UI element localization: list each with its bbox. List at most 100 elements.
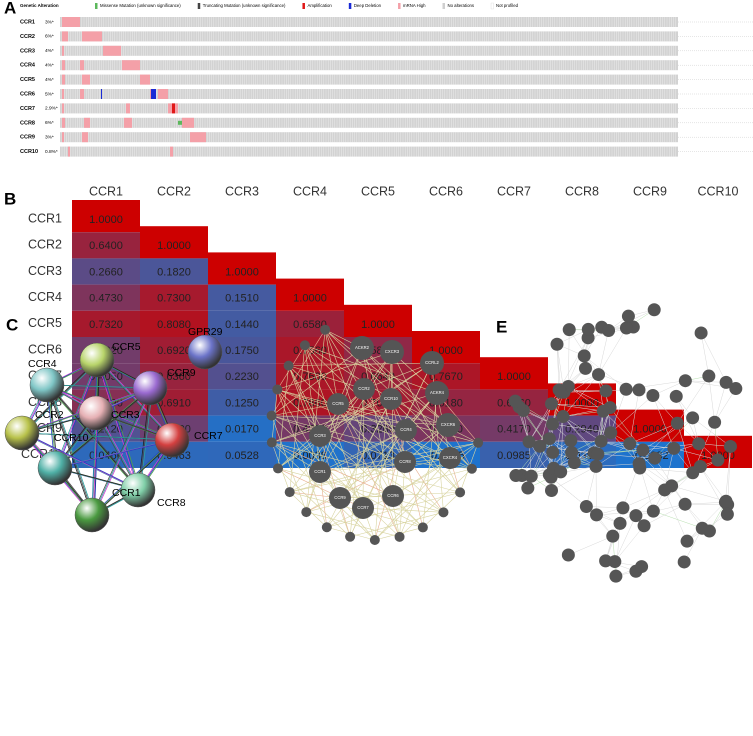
edge — [391, 351, 394, 497]
percent-label: 6%* — [45, 120, 54, 126]
gene-node — [353, 378, 375, 400]
legend-label: mRNA High — [403, 3, 426, 8]
edge — [319, 457, 451, 473]
node — [619, 321, 633, 335]
node — [509, 469, 523, 483]
cell-value: 0.1250 — [225, 397, 259, 409]
cell-value: 0.2230 — [225, 371, 259, 383]
edge — [399, 468, 473, 538]
edge — [288, 365, 321, 437]
node — [636, 443, 650, 457]
panel-label: C — [6, 315, 18, 334]
node — [542, 432, 556, 446]
small-node — [321, 522, 332, 533]
node — [578, 361, 592, 375]
edge — [629, 389, 640, 444]
edge — [568, 386, 604, 412]
alteration — [178, 120, 182, 125]
cell-value: 1.0000 — [293, 293, 327, 305]
small-node — [283, 360, 294, 371]
edge — [337, 403, 400, 537]
edge — [399, 424, 449, 537]
cell-value: 1.0000 — [497, 371, 531, 383]
edge — [664, 489, 688, 542]
alteration — [68, 146, 70, 157]
edge — [362, 507, 444, 513]
protein-node — [132, 370, 168, 406]
alteration — [62, 117, 65, 128]
node — [554, 465, 568, 479]
node — [702, 524, 716, 538]
edge — [597, 453, 655, 459]
edge — [57, 439, 175, 469]
gene-node — [382, 485, 404, 507]
node-label: CCR10 — [54, 432, 89, 444]
node-label: GPR29 — [188, 326, 223, 338]
column-header: CCR9 — [633, 184, 667, 198]
edge — [551, 466, 597, 491]
edge — [391, 351, 461, 493]
edge — [92, 387, 152, 516]
node — [608, 555, 622, 569]
edge — [319, 429, 407, 473]
heatmap-cell — [72, 200, 140, 233]
edge — [562, 416, 602, 442]
cell-value: 0.7300 — [157, 293, 191, 305]
protein-node — [154, 422, 190, 458]
edge — [586, 466, 597, 507]
node — [702, 369, 716, 383]
edge — [595, 466, 597, 515]
node-label: CCR3 — [111, 409, 140, 421]
edge — [306, 511, 400, 538]
cell-value: 0.6910 — [157, 397, 191, 409]
panel-label: A — [4, 0, 16, 17]
edge — [586, 506, 613, 537]
heatmap-cell — [276, 278, 344, 311]
edge — [597, 449, 643, 455]
gene-label: CCR5 — [20, 77, 35, 83]
gene-label: CCR10 — [20, 149, 38, 155]
gene-node — [380, 388, 402, 410]
alteration — [182, 117, 194, 128]
edge — [714, 388, 737, 423]
edge — [622, 489, 665, 509]
alteration — [62, 45, 64, 56]
edge — [57, 387, 153, 469]
node — [667, 441, 681, 455]
protein-node — [74, 497, 110, 533]
edge — [619, 489, 665, 524]
edge — [685, 501, 726, 505]
alteration — [172, 103, 175, 114]
node — [577, 349, 591, 363]
alteration — [190, 132, 206, 143]
panel-label: B — [4, 189, 16, 208]
alteration — [84, 117, 90, 128]
gene-label: CCR2 — [20, 34, 35, 40]
protein-node — [4, 415, 40, 451]
edge — [271, 392, 438, 443]
node — [623, 437, 637, 451]
node — [544, 397, 558, 411]
track — [60, 45, 678, 56]
edge — [700, 332, 710, 377]
column-header: CCR4 — [293, 184, 327, 198]
alteration — [101, 89, 102, 99]
node — [670, 416, 684, 430]
cell-value: 1.0000 — [157, 240, 191, 252]
edge — [404, 461, 472, 470]
edge — [405, 429, 461, 493]
gene-label: CCR6 — [20, 91, 35, 97]
edge — [614, 525, 645, 562]
alteration — [103, 45, 121, 56]
edge — [635, 503, 686, 516]
alteration — [82, 31, 102, 42]
edge — [91, 387, 151, 516]
edge — [324, 329, 339, 405]
percent-label: 3%* — [45, 19, 54, 25]
gene-node — [309, 425, 331, 447]
gene-node — [352, 497, 374, 519]
edge — [598, 327, 627, 375]
edge — [652, 395, 675, 449]
cell-value: 0.0528 — [225, 450, 259, 462]
